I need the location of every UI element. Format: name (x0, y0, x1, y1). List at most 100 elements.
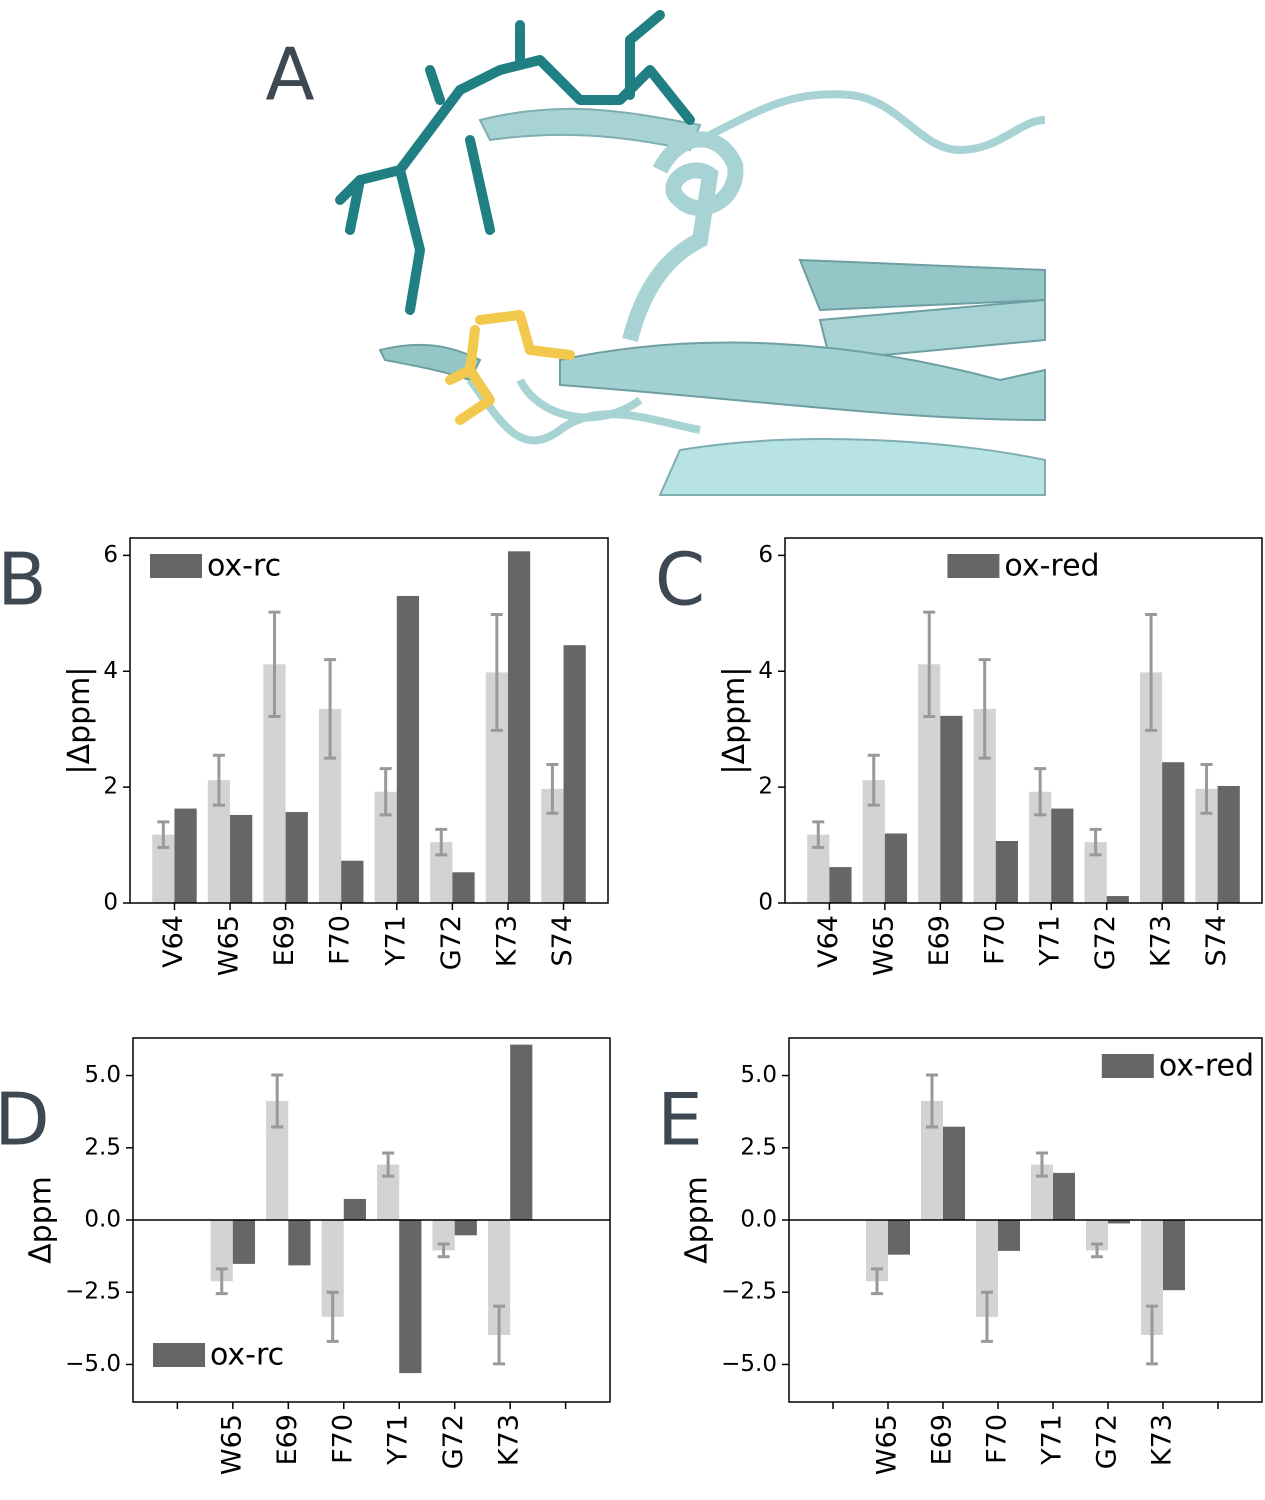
bar (1217, 785, 1240, 903)
panel-label: D (0, 1078, 50, 1162)
y-tick-label: 4 (758, 658, 773, 684)
error-bar (379, 767, 392, 817)
x-tick-label: E69 (272, 1414, 303, 1465)
error-bar (493, 1304, 506, 1366)
y-tick-label: 0.0 (740, 1207, 777, 1233)
bar (174, 808, 197, 903)
y-tick-label: 2 (103, 774, 118, 800)
legend-swatch (947, 554, 1000, 578)
x-tick-label: V64 (813, 915, 844, 968)
y-tick-label: 0 (758, 890, 773, 916)
bar (1051, 808, 1074, 903)
x-tick-label: F70 (982, 1414, 1013, 1464)
y-tick-label: −5.0 (65, 1351, 121, 1377)
x-tick-label: G72 (1092, 1414, 1123, 1469)
error-bar (212, 753, 225, 807)
bar (396, 595, 420, 903)
error-bar (382, 1151, 395, 1178)
strand (559, 341, 1046, 422)
bar (998, 1220, 1020, 1251)
bar (232, 1220, 256, 1264)
ribbon (478, 107, 702, 152)
error-bar (812, 820, 825, 849)
bar (943, 1126, 965, 1220)
x-tick-label: S74 (1201, 915, 1232, 967)
axes-frame (129, 537, 609, 904)
bar (1163, 1220, 1185, 1291)
panel-label: C (655, 538, 705, 622)
error-bar (435, 827, 448, 857)
bar (563, 645, 586, 903)
error-bar (157, 820, 170, 849)
y-tick-label: 2.5 (740, 1134, 777, 1160)
x-tick-label: K73 (491, 915, 522, 967)
legend: ox-rc (150, 549, 281, 584)
x-tick-label: K73 (1147, 1414, 1178, 1466)
x-tick-label: F70 (979, 915, 1010, 965)
y-axis-label: Δppm (680, 1176, 715, 1264)
coil (466, 377, 701, 445)
bar (940, 715, 963, 903)
error-bar (1146, 1304, 1158, 1366)
legend-swatch (1101, 1054, 1154, 1078)
bar (452, 872, 475, 903)
x-tick-label: Y71 (383, 1414, 414, 1466)
y-tick-label: 2 (758, 774, 773, 800)
bar (377, 1164, 400, 1220)
error-bar (923, 610, 936, 718)
x-tick-label: G72 (1090, 915, 1121, 970)
legend: ox-rc (153, 1338, 284, 1373)
y-axis-label: |Δppm| (62, 666, 97, 774)
bar (862, 780, 885, 903)
x-tick-label: Y71 (1037, 1414, 1068, 1466)
x-tick-label: Y71 (380, 915, 411, 967)
error-bar (1091, 1242, 1103, 1259)
chart: −5.0 −2.5 0.0 2.5 5.0 W65 E69 F70 Y71 G72 K73 Δppm E… (657, 1037, 1263, 1475)
chart: 0 2 4 6 V64 W65 E69 F70 Y71 G72 K73 S74 |Δppm| C ox-re… (655, 537, 1263, 976)
legend-swatch (153, 1343, 205, 1367)
x-tick-label: W65 (868, 915, 899, 976)
bar (288, 1220, 311, 1266)
disulfide (445, 310, 575, 425)
y-tick-label: 2.5 (84, 1134, 121, 1160)
y-tick-label: 6 (758, 542, 773, 568)
bar (343, 1198, 366, 1220)
x-tick-label: E69 (924, 915, 955, 966)
axes-frame (788, 1037, 1263, 1403)
error-bar (1200, 763, 1213, 815)
y-tick-label: 4 (103, 658, 118, 684)
error-bar (437, 1242, 450, 1259)
error-bar (1145, 612, 1158, 732)
legend: ox-red (947, 549, 1100, 584)
bar (1162, 762, 1185, 903)
bar (829, 867, 852, 903)
x-tick-label: F70 (325, 915, 356, 965)
bar (210, 1220, 233, 1282)
x-tick-label: Y71 (1035, 915, 1066, 967)
strand (658, 438, 1046, 496)
bar (1084, 842, 1107, 903)
bar (341, 860, 364, 903)
error-bar (867, 753, 880, 807)
x-tick-label: W65 (872, 1414, 903, 1475)
y-tick-label: 0.0 (84, 1207, 121, 1233)
x-tick-label: W65 (216, 1414, 247, 1475)
bar (230, 814, 253, 903)
error-bar (490, 612, 503, 732)
bar (263, 664, 286, 903)
bar (1053, 1172, 1075, 1220)
bar (266, 1100, 289, 1220)
error-bar (981, 1290, 993, 1343)
coil (698, 90, 1046, 155)
legend-label: ox-rc (210, 1338, 284, 1373)
panel-label: E (657, 1078, 703, 1162)
bar (1031, 1164, 1053, 1220)
legend-label: ox-rc (207, 549, 281, 584)
bar (430, 842, 453, 903)
error-bar (215, 1267, 228, 1296)
bar (884, 833, 908, 903)
bar (866, 1220, 888, 1282)
error-bar (268, 610, 281, 718)
error-bar (326, 1290, 339, 1343)
